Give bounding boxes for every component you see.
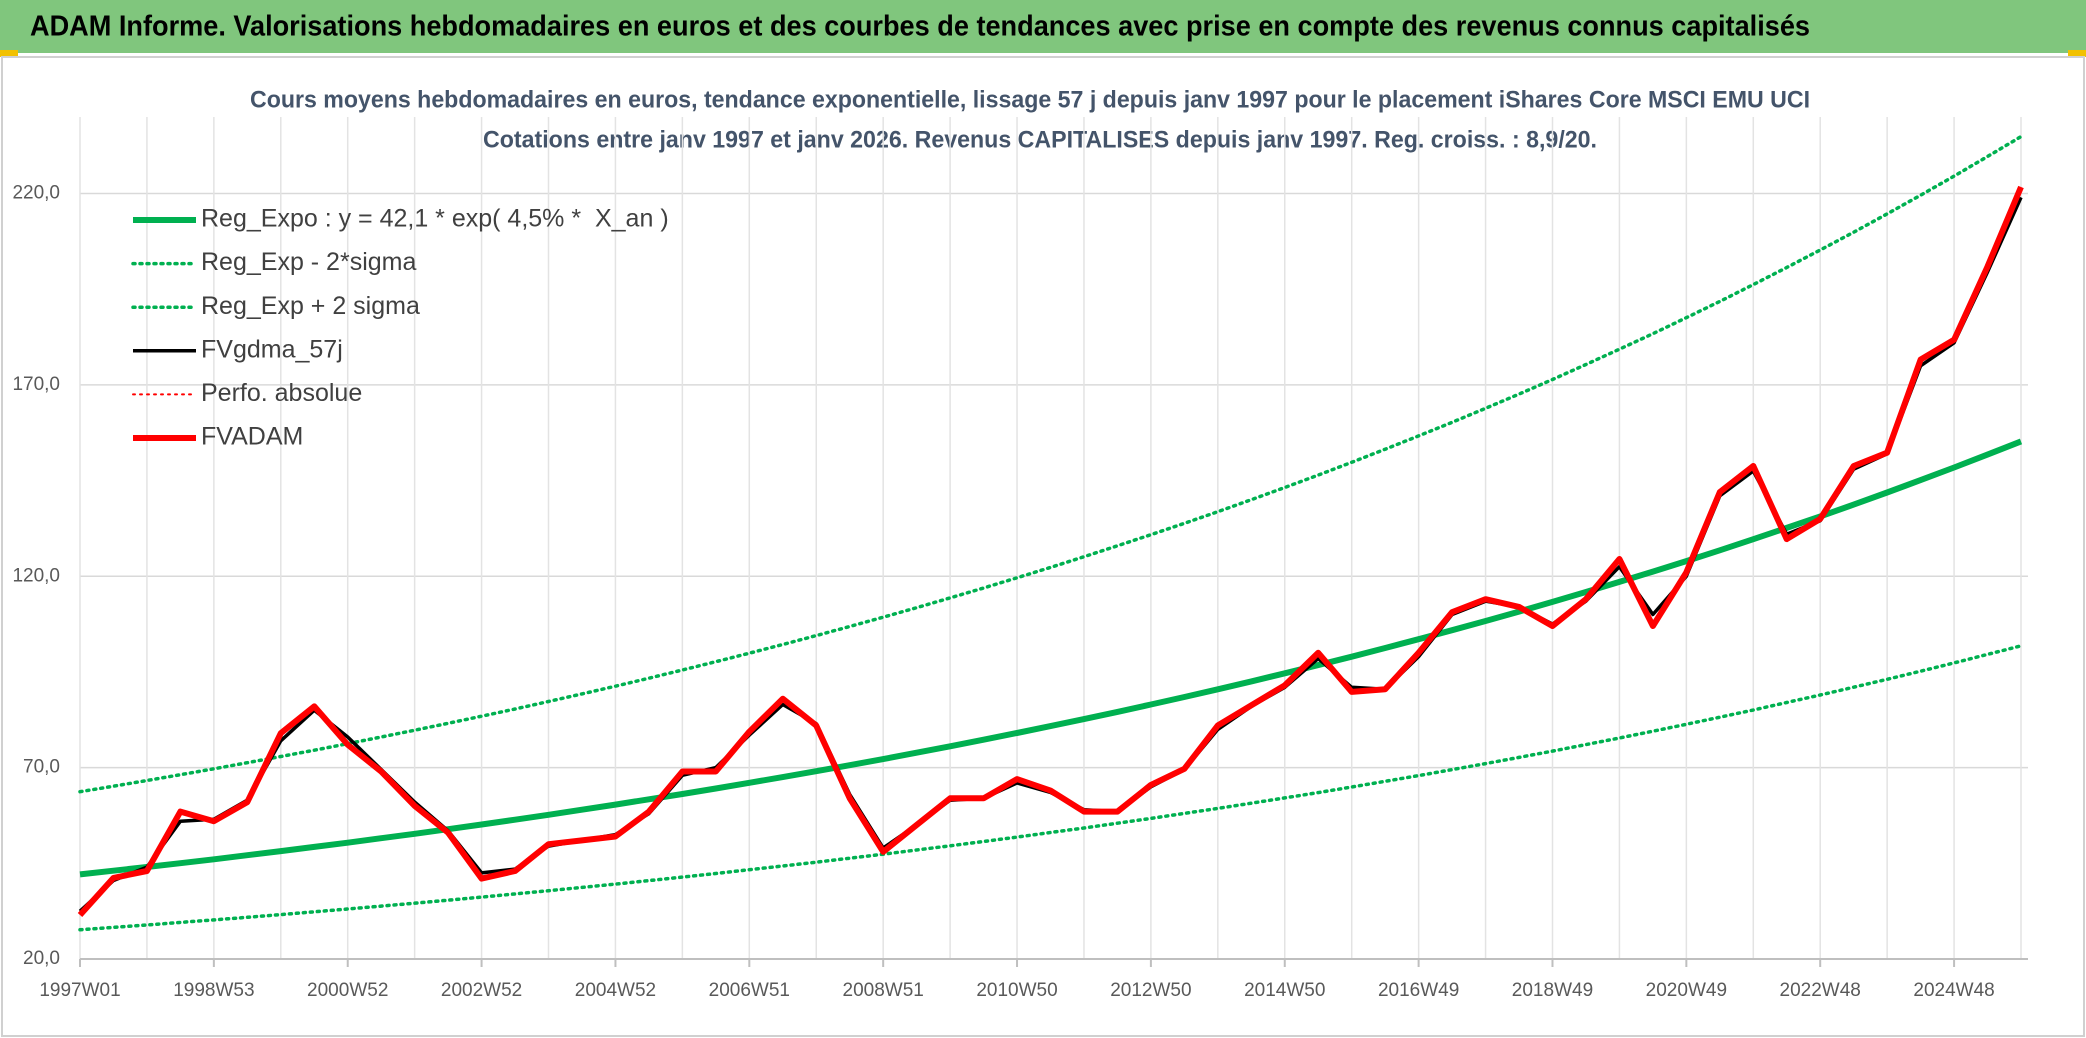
legend-label: FVADAM	[201, 423, 303, 451]
frame	[1, 56, 2085, 1037]
y-tick-label: 20,0	[23, 948, 60, 969]
y-tick-label: 120,0	[12, 565, 60, 586]
header-bar	[0, 0, 2086, 53]
corner-mark	[0, 50, 18, 57]
x-tick-label: 2018W49	[1512, 980, 1593, 1001]
legend-label: Perfo. absolue	[201, 379, 362, 407]
x-tick-label: 2004W52	[575, 980, 656, 1001]
legend-label: FVgdma_57j	[201, 335, 343, 363]
x-tick-label: 2008W51	[843, 980, 924, 1001]
y-tick-label: 170,0	[12, 374, 60, 395]
x-tick-label: 2020W49	[1646, 980, 1727, 1001]
x-tick-label: 1998W53	[173, 980, 254, 1001]
y-tick-label: 220,0	[12, 183, 60, 204]
x-tick-label: 2006W51	[709, 980, 790, 1001]
x-tick-label: 2012W50	[1110, 980, 1191, 1001]
x-tick-label: 2022W48	[1780, 980, 1861, 1001]
chart-subtitle: Cotations entre janv 1997 et janv 2026. …	[483, 126, 1597, 153]
page-title: ADAM Informe. Valorisations hebdomadaire…	[30, 11, 1810, 43]
x-tick-label: 2016W49	[1378, 980, 1459, 1001]
x-tick-label: 2024W48	[1913, 980, 1994, 1001]
series-line	[78, 134, 2023, 794]
corner-mark	[2068, 50, 2086, 57]
y-tick-label: 70,0	[23, 757, 60, 778]
x-tick-label: 2000W52	[307, 980, 388, 1001]
x-tick-label: 2014W50	[1244, 980, 1325, 1001]
x-tick-label: 1997W01	[39, 980, 120, 1001]
legend-label: Reg_Expo : y = 42,1 * exp( 4,5% * X_an )	[201, 205, 669, 233]
x-tick-label: 2010W50	[976, 980, 1057, 1001]
legend-label: Reg_Exp - 2*sigma	[201, 248, 416, 276]
x-tick-label: 2002W52	[441, 980, 522, 1001]
chart-title: Cours moyens hebdomadaires en euros, ten…	[250, 86, 1810, 113]
series-line	[79, 438, 2023, 878]
series-line	[78, 644, 2023, 932]
legend-label: Reg_Exp + 2 sigma	[201, 292, 420, 320]
series-line	[77, 185, 2024, 918]
